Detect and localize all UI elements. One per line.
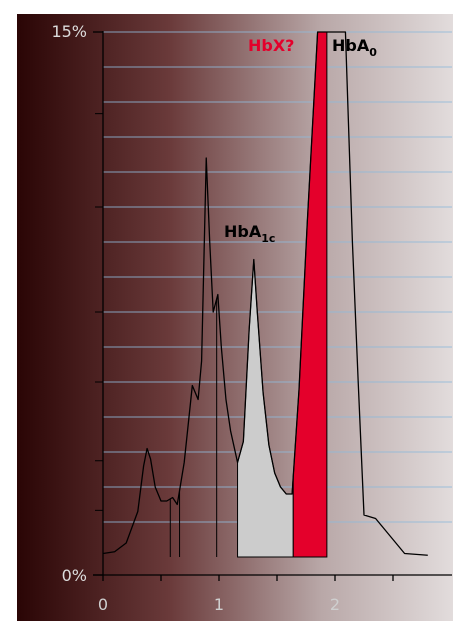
- x-tick-label: 1: [214, 595, 224, 614]
- annotations: HbX? HbA0 HbA1c: [224, 36, 377, 245]
- annotation-label: HbA0: [332, 36, 377, 59]
- axes: [93, 31, 452, 581]
- x-tick-label: 0: [98, 595, 108, 614]
- y-tick-label: 15%: [51, 22, 87, 41]
- x-tick-label: 2: [330, 595, 340, 614]
- annotation-label: HbA1c: [224, 222, 275, 245]
- annotation-label: HbX?: [248, 36, 294, 55]
- series-line-chromatogram: [102, 31, 428, 556]
- tick-labels: 15% 0% 0 1 2: [51, 22, 340, 614]
- vertical-markers: [169, 298, 218, 557]
- y-label-background: [46, 20, 106, 602]
- y-tick-label: 0%: [62, 566, 87, 585]
- plot-background: [17, 14, 453, 621]
- gridlines: [103, 31, 452, 523]
- series-lines: [102, 31, 428, 556]
